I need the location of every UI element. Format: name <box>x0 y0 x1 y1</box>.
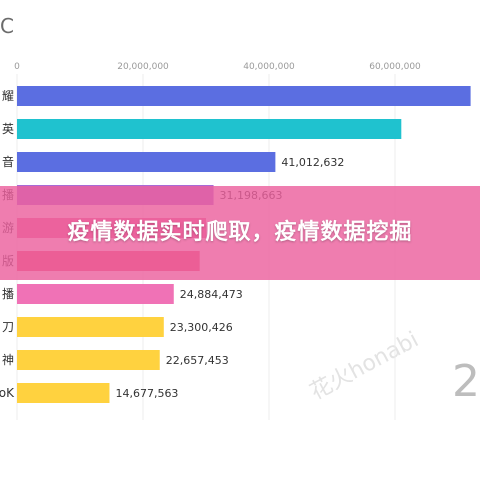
category-label: 神 <box>2 353 14 367</box>
chart-title-fragment: C <box>0 14 14 38</box>
bar <box>17 152 276 172</box>
x-tick-label: 40,000,000 <box>243 62 295 72</box>
x-tick-label: 20,000,000 <box>117 62 169 72</box>
category-label: 英 <box>2 122 14 136</box>
value-label: 14,677,563 <box>115 387 178 400</box>
value-label: 23,300,426 <box>170 321 233 334</box>
title-banner: 疫情数据实时爬取，疫情数据挖掘 <box>0 186 480 280</box>
category-label: 耀 <box>2 89 14 103</box>
category-label: 刀 <box>2 320 14 334</box>
category-label: oK <box>0 386 15 400</box>
bar <box>17 317 164 337</box>
value-label: 22,657,453 <box>166 354 229 367</box>
bar <box>17 383 110 403</box>
year-label: 20 <box>452 356 480 407</box>
value-label: 41,012,632 <box>281 156 344 169</box>
category-label: 音 <box>2 154 14 169</box>
x-tick-label: 0 <box>14 62 20 72</box>
value-label: 24,884,473 <box>180 288 243 301</box>
watermark-text: 花火honabi <box>306 327 423 405</box>
x-tick-label: 60,000,000 <box>369 62 421 72</box>
banner-title: 疫情数据实时爬取，疫情数据挖掘 <box>67 220 413 245</box>
bar <box>17 284 174 304</box>
bar <box>17 86 471 106</box>
bar <box>17 350 160 370</box>
bar <box>17 119 402 139</box>
category-label: 播 <box>2 287 14 301</box>
